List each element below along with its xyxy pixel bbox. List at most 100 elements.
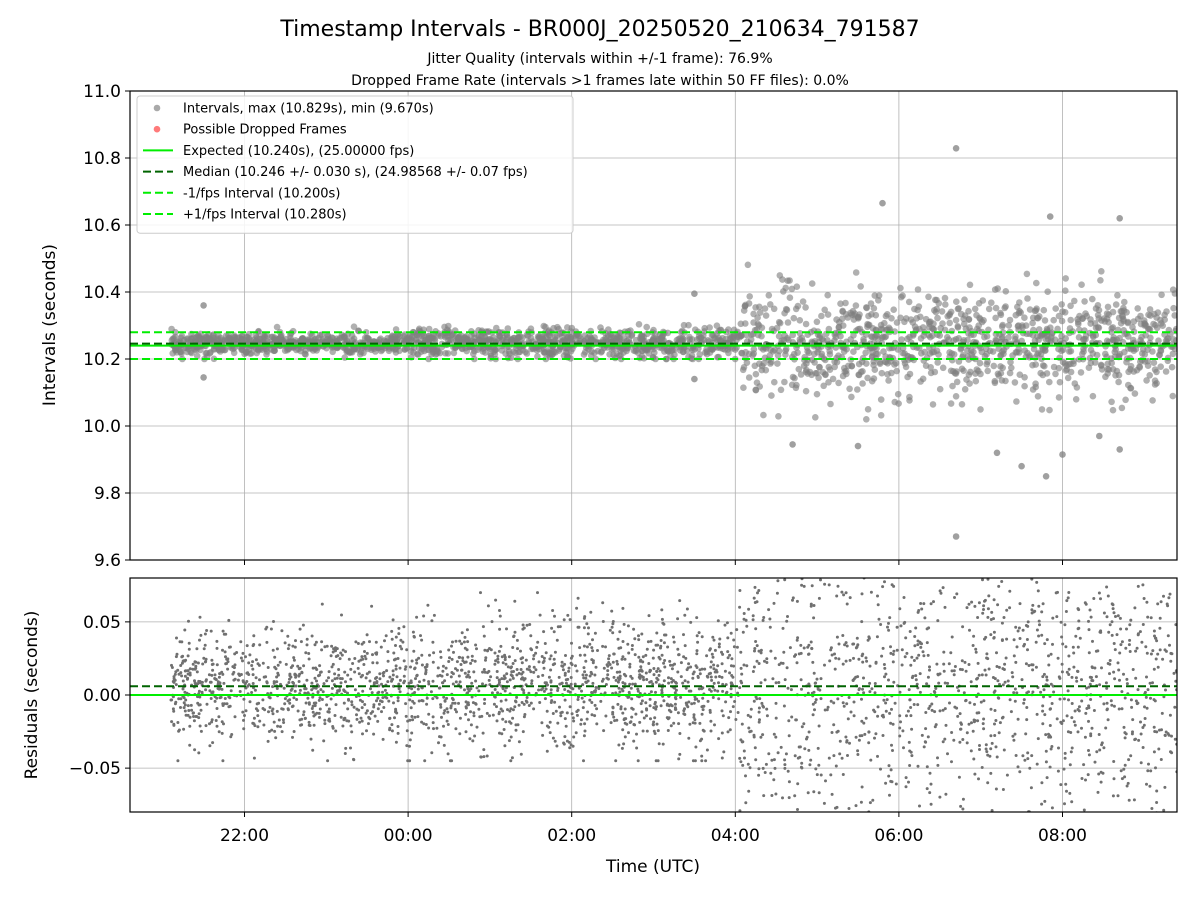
- residual-point: [1021, 678, 1024, 681]
- interval-point: [553, 333, 560, 340]
- residual-point: [562, 668, 565, 671]
- residual-point: [621, 747, 624, 750]
- residual-point: [830, 700, 833, 703]
- residual-point: [218, 676, 221, 679]
- residual-point: [667, 676, 670, 679]
- residual-point: [265, 680, 268, 683]
- residual-point: [1001, 639, 1004, 642]
- residual-point: [1149, 561, 1152, 564]
- interval-point: [824, 292, 831, 299]
- residual-point: [1037, 589, 1040, 592]
- residual-point: [498, 732, 501, 735]
- residual-point: [1051, 556, 1054, 559]
- interval-point: [1157, 363, 1164, 370]
- residual-point: [982, 608, 985, 611]
- residual-point: [776, 579, 779, 582]
- residual-point: [883, 667, 886, 670]
- residual-point: [214, 673, 217, 676]
- residual-point: [1105, 681, 1108, 684]
- residual-point: [319, 708, 322, 711]
- residual-point: [239, 640, 242, 643]
- residual-point: [450, 671, 453, 674]
- residual-point: [554, 740, 557, 743]
- residual-point: [995, 788, 998, 791]
- residual-point: [488, 647, 491, 650]
- residual-point: [496, 676, 499, 679]
- residual-point: [445, 667, 448, 670]
- residual-point: [349, 747, 352, 750]
- residual-point: [754, 627, 757, 630]
- residual-point: [200, 709, 203, 712]
- residual-point: [544, 697, 547, 700]
- residual-point: [753, 700, 756, 703]
- residual-point: [375, 681, 378, 684]
- residual-point: [714, 649, 717, 652]
- residual-point: [911, 575, 914, 578]
- residual-point: [939, 672, 942, 675]
- interval-point: [898, 294, 905, 301]
- residual-point: [198, 639, 201, 642]
- residual-point: [1031, 668, 1034, 671]
- residual-point: [1106, 615, 1109, 618]
- residual-point: [1130, 573, 1133, 576]
- residual-point: [1046, 679, 1049, 682]
- residual-point: [688, 690, 691, 693]
- residual-point: [562, 742, 565, 745]
- interval-point: [879, 370, 886, 377]
- residual-point: [1099, 629, 1102, 632]
- residual-point: [768, 503, 771, 506]
- residual-point: [563, 688, 566, 691]
- residual-point: [973, 720, 976, 723]
- residual-point: [468, 689, 471, 692]
- residual-point: [878, 618, 881, 621]
- residual-point: [1060, 722, 1063, 725]
- residual-point: [771, 677, 774, 680]
- residual-point: [353, 657, 356, 660]
- residual-point: [525, 700, 528, 703]
- interval-point: [1078, 281, 1085, 288]
- interval-point: [746, 374, 753, 381]
- residual-point: [313, 724, 316, 727]
- residual-point: [1063, 802, 1066, 805]
- residual-point: [879, 768, 882, 771]
- residual-point: [993, 631, 996, 634]
- residual-point: [414, 667, 417, 670]
- residual-point: [170, 698, 173, 701]
- residual-point: [371, 691, 374, 694]
- residual-point: [813, 604, 816, 607]
- residual-point: [443, 712, 446, 715]
- residual-point: [405, 715, 408, 718]
- interval-point: [839, 308, 846, 315]
- interval-point: [1110, 407, 1117, 414]
- residual-point: [919, 691, 922, 694]
- residual-point: [767, 608, 770, 611]
- top-ylabel: Intervals (seconds): [40, 244, 60, 406]
- residual-point: [721, 676, 724, 679]
- interval-point: [639, 336, 646, 343]
- residual-point: [357, 709, 360, 712]
- interval-point: [960, 316, 967, 323]
- residual-point: [1158, 627, 1161, 630]
- residual-point: [972, 758, 975, 761]
- residual-point: [1046, 776, 1049, 779]
- residual-point: [696, 649, 699, 652]
- residual-point: [1033, 817, 1036, 820]
- residual-point: [973, 605, 976, 608]
- interval-point: [1170, 305, 1177, 312]
- residual-point: [1120, 769, 1123, 772]
- residual-point: [738, 606, 741, 609]
- residual-point: [1017, 765, 1020, 768]
- residual-point: [876, 755, 879, 758]
- residual-point: [1090, 679, 1093, 682]
- residual-point: [403, 675, 406, 678]
- residual-point: [399, 639, 402, 642]
- residual-point: [818, 597, 821, 600]
- residual-point: [1011, 671, 1014, 674]
- residual-point: [794, 653, 797, 656]
- residual-point: [1032, 663, 1035, 666]
- residual-point: [630, 687, 633, 690]
- residual-point: [762, 619, 765, 622]
- residual-point: [334, 714, 337, 717]
- residual-point: [774, 657, 777, 660]
- residual-point: [633, 637, 636, 640]
